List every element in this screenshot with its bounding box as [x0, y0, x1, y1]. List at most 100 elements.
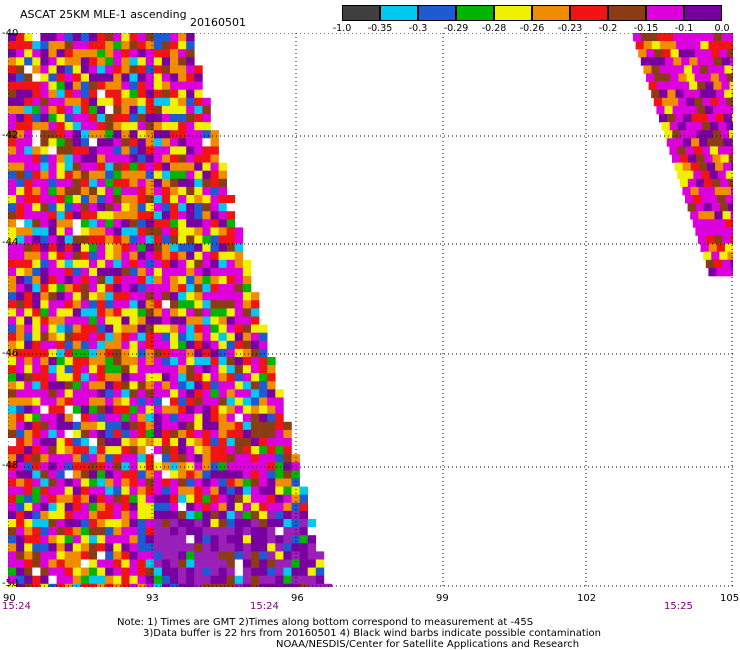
- wind-cell: [202, 365, 211, 374]
- wind-cell: [161, 170, 171, 180]
- wind-cell: [32, 41, 41, 50]
- wind-cell: [56, 559, 65, 568]
- wind-cell: [161, 41, 171, 50]
- wind-cell: [8, 446, 17, 455]
- wind-cell: [299, 502, 308, 512]
- colorbar-swatch: [342, 5, 380, 21]
- wind-cell: [24, 284, 33, 293]
- wind-cell: [56, 373, 65, 382]
- wind-cell: [129, 324, 138, 333]
- wind-cell: [64, 211, 74, 220]
- wind-cell: [89, 373, 98, 382]
- wind-cell: [170, 332, 179, 342]
- wind-cell: [210, 519, 219, 528]
- wind-cell: [315, 551, 325, 560]
- wind-cell: [275, 470, 284, 479]
- wind-cell: [8, 178, 17, 188]
- wind-cell: [178, 292, 187, 301]
- wind-cell: [721, 57, 731, 66]
- wind-cell: [40, 122, 49, 131]
- wind-cell: [194, 478, 203, 487]
- wind-cell: [129, 292, 138, 301]
- wind-cell: [64, 543, 74, 552]
- wind-cell: [145, 551, 155, 560]
- wind-cell: [32, 243, 41, 252]
- wind-cell: [56, 65, 65, 74]
- wind-cell: [178, 510, 187, 520]
- wind-cell: [178, 438, 187, 447]
- wind-cell: [105, 365, 114, 374]
- wind-cell: [80, 138, 90, 147]
- wind-cell: [72, 389, 82, 398]
- wind-cell: [16, 146, 25, 155]
- wind-cell: [113, 195, 122, 204]
- wind-cell: [259, 519, 268, 528]
- wind-cell: [210, 276, 219, 285]
- wind-cell: [137, 502, 146, 512]
- wind-cell: [716, 65, 725, 74]
- wind-cell: [40, 551, 49, 560]
- wind-cell: [48, 122, 57, 131]
- wind-cell: [178, 130, 187, 139]
- wind-cell: [129, 81, 138, 90]
- wind-cell: [218, 478, 227, 487]
- wind-cell: [89, 251, 98, 261]
- wind-cell: [202, 551, 211, 560]
- wind-cell: [686, 49, 696, 58]
- wind-cell: [161, 332, 171, 342]
- wind-cell: [234, 284, 244, 293]
- wind-cell: [202, 308, 211, 317]
- wind-cell: [667, 89, 676, 99]
- wind-cell: [259, 559, 268, 568]
- wind-cell: [80, 421, 90, 431]
- wind-cell: [113, 203, 122, 212]
- wind-cell: [218, 527, 227, 536]
- wind-cell: [202, 300, 211, 309]
- wind-cell: [72, 486, 82, 495]
- wind-cell: [40, 365, 49, 374]
- wind-cell: [16, 57, 25, 66]
- wind-cell: [56, 308, 65, 317]
- wind-cell: [105, 227, 114, 236]
- wind-cell: [161, 397, 171, 406]
- wind-cell: [226, 551, 236, 560]
- wind-cell: [698, 211, 707, 220]
- wind-cell: [178, 49, 187, 58]
- wind-cell: [24, 41, 33, 50]
- wind-cell: [32, 308, 41, 317]
- wind-cell: [202, 154, 211, 163]
- wind-cell: [713, 81, 722, 90]
- wind-cell: [161, 146, 171, 155]
- wind-cell: [194, 381, 203, 390]
- wind-cell: [72, 33, 82, 42]
- wind-cell: [299, 519, 308, 528]
- wind-cell: [56, 527, 65, 536]
- wind-cell: [178, 397, 187, 406]
- wind-cell: [226, 510, 236, 520]
- wind-cell: [129, 316, 138, 325]
- wind-cell: [178, 365, 187, 374]
- wind-cell: [186, 138, 195, 147]
- wind-cell: [32, 502, 41, 512]
- wind-cell: [153, 535, 163, 544]
- wind-cell: [89, 446, 98, 455]
- wind-cell: [307, 567, 317, 576]
- wind-cell: [153, 348, 163, 358]
- wind-cell: [40, 332, 49, 342]
- wind-cell: [48, 49, 57, 58]
- wind-cell: [194, 567, 203, 576]
- wind-cell: [275, 454, 284, 463]
- wind-cell: [32, 146, 41, 155]
- wind-cell: [113, 186, 122, 196]
- wind-cell: [723, 162, 732, 171]
- wind-cell: [145, 357, 155, 366]
- wind-cell: [129, 575, 138, 585]
- wind-cell: [8, 219, 17, 228]
- wind-cell: [105, 429, 114, 439]
- wind-cell: [8, 227, 17, 236]
- wind-cell: [153, 510, 163, 520]
- wind-cell: [129, 365, 138, 374]
- wind-cell: [711, 49, 720, 58]
- wind-cell: [702, 97, 711, 107]
- wind-cell: [72, 478, 82, 487]
